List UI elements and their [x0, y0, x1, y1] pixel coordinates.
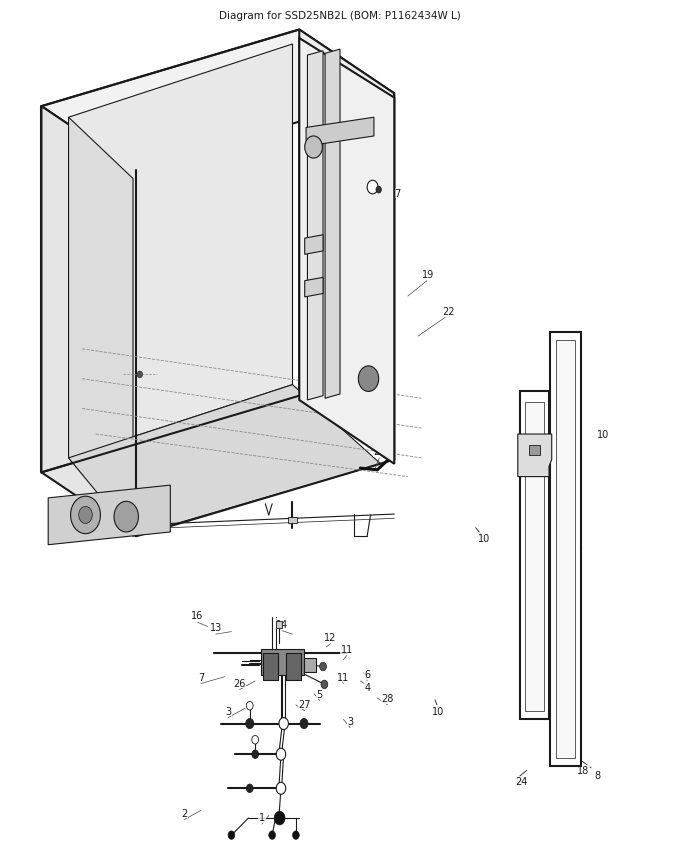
Circle shape — [71, 497, 101, 534]
Text: 8: 8 — [595, 769, 601, 780]
Polygon shape — [69, 118, 133, 532]
Text: 2: 2 — [181, 808, 187, 818]
Bar — [288, 517, 296, 524]
Circle shape — [79, 507, 92, 524]
Polygon shape — [299, 39, 394, 464]
Polygon shape — [69, 385, 381, 537]
Text: 21: 21 — [361, 119, 373, 129]
Text: 18: 18 — [570, 547, 582, 557]
Circle shape — [367, 181, 378, 194]
Bar — [275, 622, 282, 629]
Polygon shape — [41, 107, 137, 537]
Bar — [528, 446, 539, 456]
Text: 4: 4 — [364, 682, 370, 692]
Polygon shape — [48, 486, 171, 545]
Circle shape — [376, 187, 381, 193]
Text: 12: 12 — [324, 632, 337, 642]
Text: 17: 17 — [390, 189, 402, 199]
Text: 27: 27 — [299, 699, 311, 709]
Polygon shape — [305, 235, 323, 255]
Circle shape — [252, 735, 258, 744]
Text: 9: 9 — [327, 74, 333, 84]
Text: 22: 22 — [442, 306, 455, 316]
Polygon shape — [556, 341, 575, 757]
Text: 28: 28 — [381, 694, 394, 703]
Text: 14: 14 — [276, 619, 288, 629]
Circle shape — [321, 681, 328, 688]
Circle shape — [246, 701, 253, 710]
Polygon shape — [307, 52, 323, 400]
Text: 24: 24 — [328, 358, 341, 368]
Polygon shape — [299, 31, 394, 460]
Text: 16: 16 — [191, 611, 203, 620]
Circle shape — [228, 831, 235, 839]
Text: 10: 10 — [478, 533, 490, 544]
Circle shape — [320, 663, 326, 671]
Circle shape — [358, 366, 379, 392]
Polygon shape — [325, 50, 340, 399]
Circle shape — [276, 748, 286, 760]
Circle shape — [269, 831, 275, 839]
Text: 25: 25 — [373, 446, 386, 457]
Text: 3: 3 — [225, 706, 231, 716]
Text: 6: 6 — [364, 670, 370, 679]
Circle shape — [245, 718, 254, 728]
Bar — [260, 650, 304, 676]
Text: 11: 11 — [341, 644, 353, 653]
Circle shape — [246, 784, 253, 792]
Polygon shape — [517, 435, 551, 477]
Bar — [286, 653, 301, 681]
Text: Diagram for SSD25NB2L (BOM: P1162434W L): Diagram for SSD25NB2L (BOM: P1162434W L) — [219, 11, 461, 21]
Text: 13: 13 — [209, 623, 222, 632]
Text: 10: 10 — [597, 429, 609, 440]
Text: 24: 24 — [515, 776, 528, 786]
Text: 5: 5 — [316, 689, 323, 699]
Circle shape — [292, 831, 299, 839]
Circle shape — [279, 717, 288, 729]
Text: 11: 11 — [337, 672, 350, 682]
Text: 1: 1 — [259, 812, 265, 822]
Circle shape — [300, 718, 308, 728]
Text: 3: 3 — [347, 717, 353, 726]
Circle shape — [137, 371, 143, 378]
Text: 10: 10 — [432, 706, 445, 716]
Circle shape — [274, 811, 285, 825]
Text: 19: 19 — [422, 269, 435, 279]
Text: 15: 15 — [378, 213, 390, 222]
Polygon shape — [69, 45, 292, 458]
Polygon shape — [305, 278, 323, 297]
Circle shape — [305, 137, 322, 159]
Text: 23: 23 — [358, 372, 370, 383]
Polygon shape — [41, 31, 394, 170]
Polygon shape — [525, 402, 543, 711]
Text: 20: 20 — [375, 246, 387, 256]
Circle shape — [252, 750, 258, 758]
Circle shape — [276, 782, 286, 794]
Polygon shape — [520, 392, 549, 719]
Text: 7: 7 — [198, 672, 204, 682]
Bar — [304, 659, 316, 672]
Polygon shape — [550, 332, 581, 766]
Bar — [263, 653, 278, 681]
Polygon shape — [306, 118, 374, 147]
Text: 26: 26 — [233, 678, 245, 688]
Circle shape — [114, 502, 139, 532]
Text: 18: 18 — [577, 765, 589, 775]
